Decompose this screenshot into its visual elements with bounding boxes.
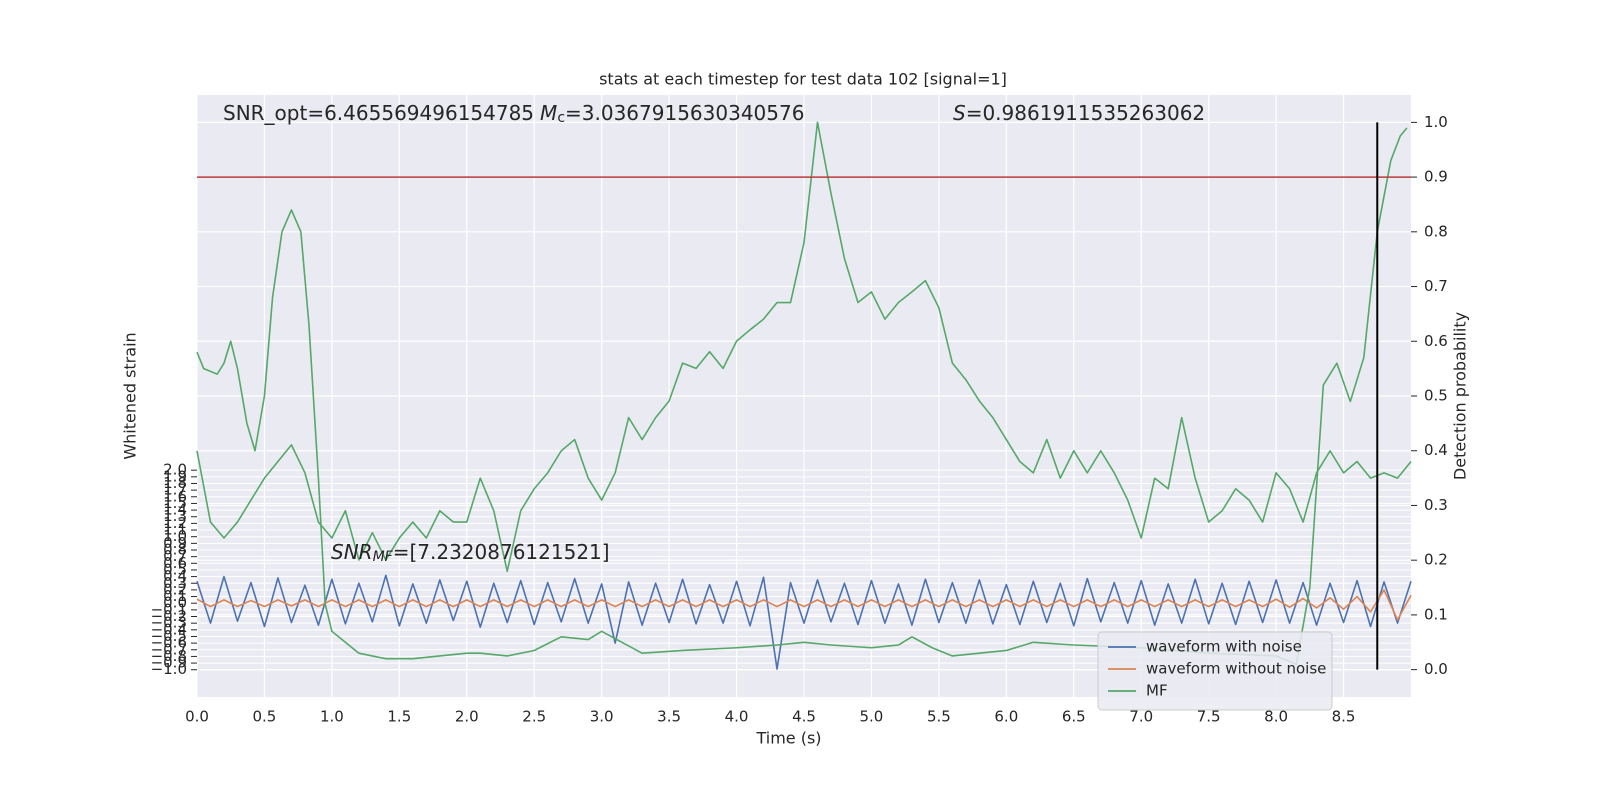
x-tick-label: 5.0 [860,708,884,726]
y-tick-label: 0.2 [163,580,187,598]
annotation-text: =[7.2320876121521] [393,540,610,564]
y-tick-label: −0.9 [151,654,187,672]
y-tick-label: 1.5 [163,494,187,512]
annotation: SNRMF=[7.2320876121521] [331,540,610,566]
y-tick-label: −0.4 [151,620,187,638]
legend-label: waveform with noise [1146,638,1302,656]
x-tick-label: 1.0 [320,708,344,726]
annotation-text: M [540,101,557,125]
y2-tick-label: 0.5 [1424,387,1448,405]
x-tick-label: 8.5 [1332,708,1356,726]
y2-tick-label: 0.3 [1424,496,1448,514]
annotation-text: SNR [331,540,373,564]
series-line [196,589,1412,621]
y-tick-label: −0.8 [151,647,187,665]
x-tick-label: 6.0 [994,708,1018,726]
y2-tick-label: 1.0 [1424,113,1448,131]
annotation: S=0.9861911535263062 [953,101,1205,125]
x-tick-label: 5.5 [927,708,951,726]
annotation-text: SNR_opt=6.465569496154785 [223,101,534,125]
legend-label: MF [1146,682,1168,700]
y-tick-label: 2.0 [163,461,187,479]
x-tick-label: 0.0 [185,708,209,726]
y-tick-label: 0.6 [163,554,187,572]
y-tick-label: −0.1 [151,600,187,618]
legend-label: waveform without noise [1146,660,1326,678]
y2-tick-label: 0.7 [1424,277,1448,295]
y2-tick-label: 0.2 [1424,551,1448,569]
y-tick-label: 1.2 [163,514,187,532]
y-tick-label: 0.9 [163,534,187,552]
series-line [196,121,1412,573]
annotation-text: c [557,110,565,126]
x-tick-label: 8.0 [1264,708,1288,726]
y-tick-label: 1.7 [163,481,187,499]
y-axis-label: Whitened strain [121,332,140,459]
y-tick-label: −0.3 [151,614,187,632]
y-tick-label: 0.8 [163,540,187,558]
annotation-text: =0.9861911535263062 [966,101,1205,125]
y-tick-label: 0.3 [163,574,187,592]
y-tick-label: 1.8 [163,474,187,492]
series-line [196,574,1412,670]
y2-tick-label: 0.8 [1424,222,1448,240]
y-tick-label: 1.6 [163,487,187,505]
y2-tick-label: 0.0 [1424,660,1448,678]
y-tick-label: −0.6 [151,634,187,652]
x-tick-label: 7.0 [1129,708,1153,726]
y-tick-label: −0.2 [151,607,187,625]
y-tick-label: −1.0 [151,660,187,678]
x-tick-label: 3.5 [657,708,681,726]
y-tick-label: 1.1 [163,521,187,539]
x-tick-label: 2.5 [522,708,546,726]
y2-tick-label: 0.1 [1424,605,1448,623]
y2-tick-label: 0.4 [1424,441,1448,459]
x-tick-label: 4.0 [725,708,749,726]
legend: waveform with noise waveform without nois… [1097,631,1333,711]
y-tick-label: 1.0 [163,527,187,545]
x-axis-label: Time (s) [755,729,821,748]
annotation-text: =3.0367915630340576 [565,101,804,125]
y-tick-label: 0.1 [163,587,187,605]
y-tick-label: −0.7 [151,640,187,658]
legend-box [1097,631,1333,711]
y-tick-label: 1.3 [163,507,187,525]
y2-tick-label: 0.9 [1424,168,1448,186]
x-tick-label: 1.5 [387,708,411,726]
annotation-text: S [953,101,966,125]
y-tick-label: 1.4 [163,501,187,519]
y-tick-label: 1.9 [163,467,187,485]
x-tick-label: 3.0 [590,708,614,726]
chart-title: stats at each timestep for test data 102… [599,70,1007,89]
x-tick-label: 6.5 [1062,708,1086,726]
y-tick-label: 0.5 [163,560,187,578]
annotation: SNR_opt=6.465569496154785 Mc=3.0367915630… [223,101,804,127]
x-tick-label: 0.5 [253,708,277,726]
y-tick-label: 0.4 [163,567,187,585]
x-tick-label: 2.0 [455,708,479,726]
x-tick-label: 7.5 [1197,708,1221,726]
y2-axis-label: Detection probability [1451,312,1470,480]
x-tick-label: 4.5 [792,708,816,726]
annotation-text: MF [373,549,394,565]
y-tick-label: 0.7 [163,547,187,565]
y-tick-label: −0.5 [151,627,187,645]
y-tick-label: 0.0 [163,594,187,612]
y2-tick-label: 0.6 [1424,332,1448,350]
